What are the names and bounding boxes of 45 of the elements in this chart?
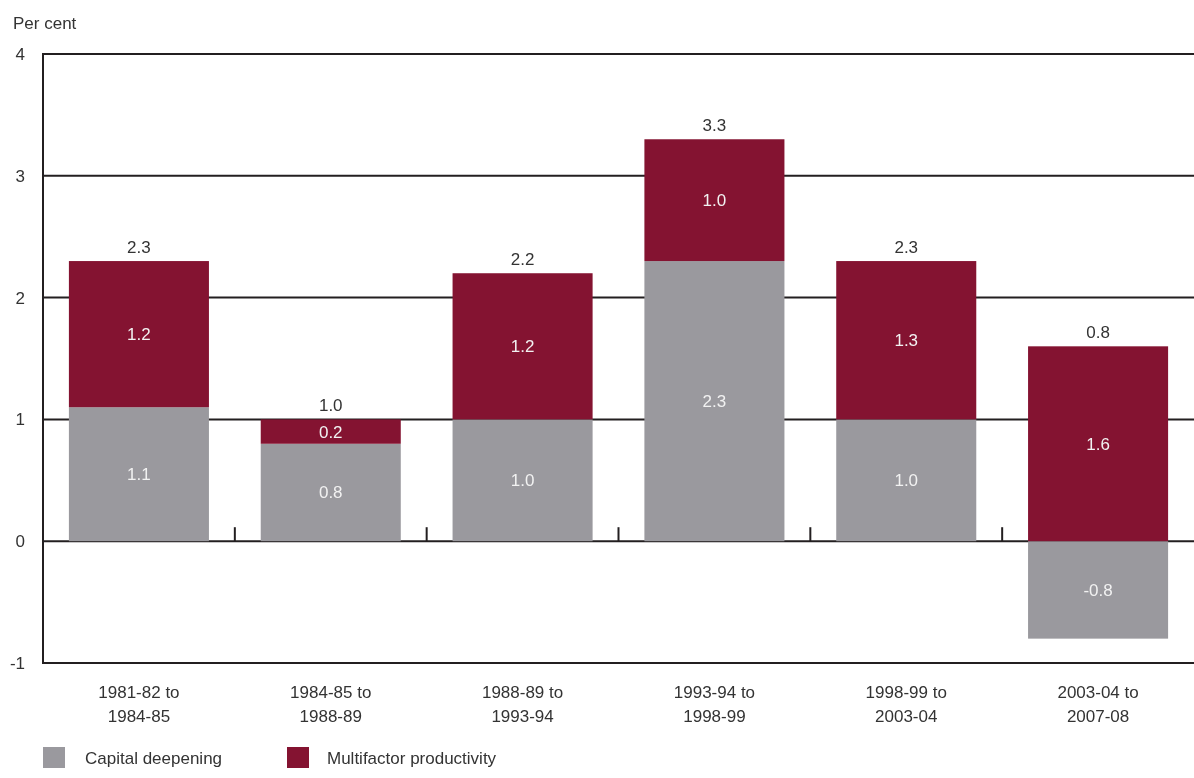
x-tick-label: 1998-99 to 2003-04 (865, 683, 947, 726)
data-label: 1.2 (127, 325, 151, 345)
y-tick-label: 3 (15, 166, 25, 186)
x-tick-label: 1988-89 to 1993-94 (481, 683, 564, 726)
bar (644, 139, 785, 262)
total-label: 2.3 (894, 238, 919, 258)
bar (260, 419, 401, 444)
data-label: -0.8 (1083, 580, 1113, 600)
data-label: 1.2 (510, 337, 535, 357)
bar (644, 261, 785, 542)
y-tick-label: -1 (9, 653, 25, 673)
total-label: 3.3 (702, 116, 727, 136)
total-label: 1.0 (318, 396, 343, 416)
x-tick-label: 1981-82 to 1984-85 (98, 683, 180, 726)
bar (68, 261, 209, 408)
bar (1028, 541, 1169, 639)
data-label: 1.0 (702, 191, 727, 211)
bar (260, 443, 401, 542)
data-label: 1.0 (894, 471, 919, 491)
total-label: 2.2 (510, 250, 535, 270)
y-tick-label: 2 (15, 288, 25, 308)
data-label: 1.3 (894, 331, 919, 351)
total-label: 0.8 (1086, 323, 1110, 343)
bar (836, 261, 977, 420)
data-label: 1.0 (510, 471, 535, 491)
bar (452, 273, 593, 420)
y-axis-title: Per cent (13, 14, 77, 33)
x-tick-label: 1993-94 to 1998-99 (673, 683, 756, 726)
legend-label: Multifactor productivity (327, 749, 497, 768)
y-tick-label: 4 (15, 44, 25, 64)
total-label: 2.3 (127, 238, 151, 258)
data-label: 1.1 (127, 465, 151, 485)
legend-label: Capital deepening (85, 749, 223, 768)
data-label: 0.2 (318, 422, 343, 442)
bar (1028, 346, 1169, 542)
data-label: 2.3 (702, 392, 727, 412)
bar (68, 407, 209, 542)
x-tick-label: 1984-85 to 1988-89 (290, 683, 372, 726)
data-label: 1.6 (1086, 434, 1110, 454)
x-tick-label: 2003-04 to 2007-08 (1057, 683, 1139, 726)
data-label: 0.8 (318, 483, 343, 503)
y-tick-label: 0 (15, 532, 25, 552)
bar (836, 419, 977, 542)
bar (452, 419, 593, 542)
y-tick-label: 1 (15, 410, 25, 430)
